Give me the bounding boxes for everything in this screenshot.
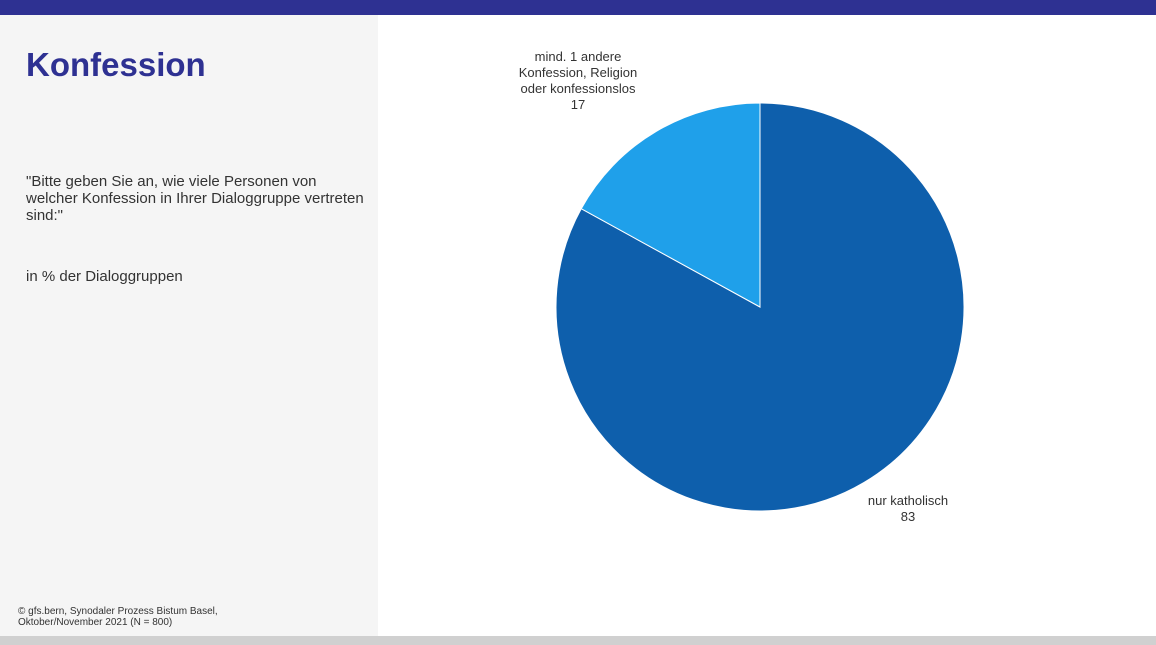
slice-label-2: mind. 1 andere — [535, 49, 622, 64]
slice-label-2: oder konfessionslos — [521, 81, 636, 96]
bottom-bar — [0, 636, 1156, 645]
left-info-panel — [0, 15, 378, 636]
slide-title: Konfession — [26, 46, 206, 83]
slice-label-2: Konfession, Religion — [519, 65, 638, 80]
source-line-2: Oktober/November 2021 (N = 800) — [18, 617, 173, 628]
top-accent-bar — [0, 0, 1156, 15]
source-line-1: © gfs.bern, Synodaler Prozess Bistum Bas… — [18, 606, 218, 617]
slice-value-label-1: 83 — [901, 509, 915, 524]
unit-note: in % der Dialoggruppen — [26, 268, 183, 285]
survey-question: "Bitte geben Sie an, wie viele Personen … — [26, 173, 364, 224]
slice-value-label-2: 17 — [571, 97, 585, 112]
pie-chart: nur katholisch 83 mind. 1 andere Konfession… — [378, 15, 1156, 636]
pie-slice-2 — [580, 102, 761, 308]
source-note: © gfs.bern, Synodaler Prozess Bistum Bas… — [18, 606, 348, 628]
slice-label-1: nur katholisch — [868, 493, 948, 508]
